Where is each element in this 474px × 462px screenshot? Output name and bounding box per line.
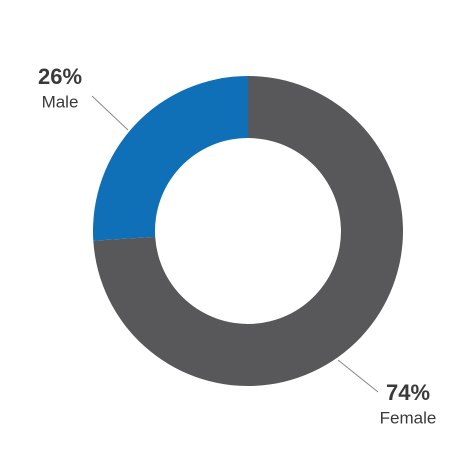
- category-label: Male: [42, 92, 79, 111]
- donut-slice: [93, 76, 404, 386]
- category-label: Female: [380, 408, 437, 427]
- donut-slice: [92, 76, 248, 241]
- value-label: 26%: [38, 64, 82, 89]
- value-label: 74%: [386, 380, 430, 405]
- leader-line: [91, 95, 129, 131]
- leader-line: [337, 359, 379, 393]
